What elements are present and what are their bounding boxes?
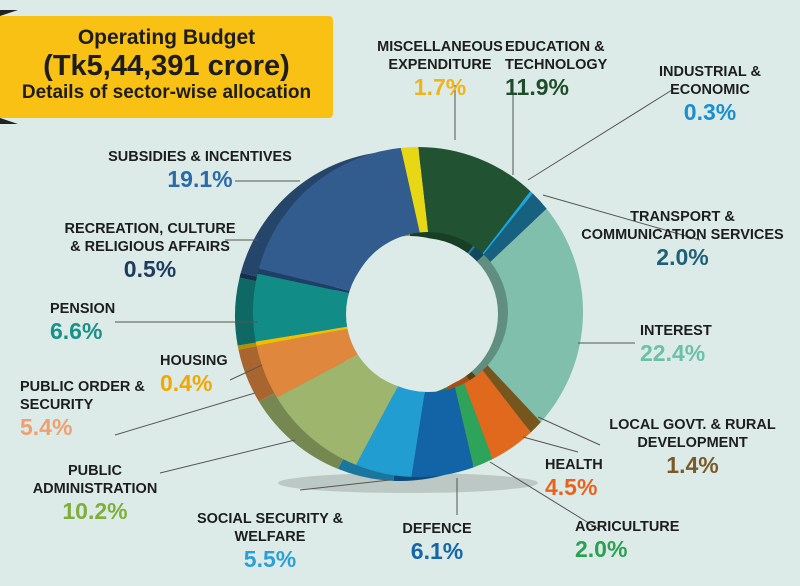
slice-12 bbox=[255, 326, 350, 346]
slice-percent: 2.0% bbox=[575, 536, 628, 562]
slice-3 bbox=[483, 193, 547, 262]
slice-5 bbox=[482, 365, 541, 433]
title-line1: Operating Budget bbox=[77, 26, 256, 49]
slice-percent: 22.4% bbox=[640, 340, 706, 366]
slice-label: EDUCATION & TECHNOLOGY 11.9% bbox=[505, 38, 645, 101]
leader-line bbox=[522, 436, 579, 453]
slice-label: PENSION 6.6% bbox=[50, 300, 130, 345]
slice-name: SUBSIDIES & INCENTIVES bbox=[108, 149, 292, 165]
slice-label: SOCIAL SECURITY & WELFARE 5.5% bbox=[190, 510, 350, 573]
slice-name: DEFENCE bbox=[402, 521, 472, 537]
slice-percent: 4.5% bbox=[545, 474, 598, 500]
slice-name: MISCELLANEOUS EXPENDITURE bbox=[377, 39, 503, 73]
slice-name: HEALTH bbox=[545, 457, 603, 473]
slice-label: AGRICULTURE 2.0% bbox=[575, 518, 685, 563]
leader-line bbox=[299, 479, 391, 491]
slice-percent: 5.5% bbox=[243, 546, 297, 572]
slice-name: RECREATION, CULTURE & RELIGIOUS AFFAIRS bbox=[64, 221, 236, 255]
title-line3: Details of sector-wise allocation bbox=[21, 82, 312, 103]
slice-percent: 0.4% bbox=[160, 370, 213, 396]
slice-name: PENSION bbox=[50, 301, 116, 317]
slice-name: PUBLIC ORDER & SECURITY bbox=[20, 379, 145, 413]
slice-name: SOCIAL SECURITY & WELFARE bbox=[196, 511, 344, 545]
slice-4 bbox=[487, 208, 583, 423]
slice-percent: 0.3% bbox=[683, 99, 737, 125]
slice-13 bbox=[252, 273, 351, 342]
slice-9 bbox=[355, 386, 425, 477]
title-box: Operating Budget (Tk5,44,391 crore) Deta… bbox=[0, 16, 333, 118]
slice-8 bbox=[411, 387, 474, 478]
slice-label: PUBLIC ORDER & SECURITY 5.4% bbox=[20, 378, 160, 441]
slice-percent: 1.7% bbox=[413, 74, 467, 100]
slice-label: INDUSTRIAL & ECONOMIC 0.3% bbox=[630, 63, 790, 126]
slice-label: INTEREST 22.4% bbox=[640, 322, 760, 367]
slice-2 bbox=[482, 191, 533, 255]
slice-7 bbox=[454, 383, 493, 468]
title-notch-bottom bbox=[0, 118, 18, 124]
leader-line bbox=[542, 194, 701, 241]
slice-percent: 1.4% bbox=[666, 452, 719, 478]
slice-15 bbox=[258, 147, 420, 291]
slice-percent: 6.1% bbox=[410, 538, 464, 564]
slice-percent: 19.1% bbox=[167, 166, 233, 192]
slice-percent: 11.9% bbox=[505, 74, 569, 100]
slice-percent: 10.2% bbox=[62, 498, 128, 524]
slice-label: LOCAL GOVT. & RURAL DEVELOPMENT 1.4% bbox=[600, 416, 785, 479]
slice-name: PUBLIC ADMINISTRATION bbox=[32, 463, 158, 497]
slice-name: INTEREST bbox=[640, 323, 712, 339]
slice-name: HOUSING bbox=[160, 353, 228, 369]
slice-label: HOUSING 0.4% bbox=[160, 352, 250, 397]
slice-label: RECREATION, CULTURE & RELIGIOUS AFFAIRS 0… bbox=[60, 220, 240, 283]
slice-name: AGRICULTURE bbox=[575, 519, 680, 535]
chart-shadow bbox=[278, 473, 538, 493]
slice-label: MISCELLANEOUS EXPENDITURE 1.7% bbox=[360, 38, 520, 101]
slice-label: SUBSIDIES & INCENTIVES 19.1% bbox=[105, 148, 295, 193]
slice-name: INDUSTRIAL & ECONOMIC bbox=[658, 64, 762, 98]
title-line2: (Tk5,44,391 crore) bbox=[43, 50, 290, 82]
leader-line bbox=[537, 416, 601, 446]
slice-percent: 0.5% bbox=[123, 256, 177, 282]
leader-line bbox=[229, 364, 263, 381]
slice-name: EDUCATION & TECHNOLOGY bbox=[505, 39, 608, 73]
slice-1 bbox=[418, 147, 531, 254]
slice-0 bbox=[400, 147, 429, 233]
leader-line bbox=[159, 439, 296, 474]
slice-percent: 5.4% bbox=[20, 414, 73, 440]
slice-label: HEALTH 4.5% bbox=[545, 456, 615, 501]
slice-percent: 6.6% bbox=[50, 318, 103, 344]
leader-line bbox=[489, 461, 601, 531]
slice-14 bbox=[257, 268, 351, 294]
slice-percent: 2.0% bbox=[656, 244, 709, 270]
slice-10 bbox=[276, 353, 398, 465]
slice-6 bbox=[464, 370, 531, 460]
slice-label: TRANSPORT & COMMUNICATION SERVICES 2.0% bbox=[575, 208, 790, 271]
slice-label: PUBLIC ADMINISTRATION 10.2% bbox=[30, 462, 160, 525]
leader-line bbox=[114, 392, 256, 436]
slice-11 bbox=[256, 328, 360, 398]
leader-line bbox=[527, 89, 673, 181]
donut-hole bbox=[346, 238, 498, 390]
slice-name: LOCAL GOVT. & RURAL DEVELOPMENT bbox=[609, 417, 776, 451]
title-notch bbox=[0, 10, 18, 16]
slice-label: DEFENCE 6.1% bbox=[392, 520, 482, 565]
slice-name: TRANSPORT & COMMUNICATION SERVICES bbox=[581, 209, 784, 243]
